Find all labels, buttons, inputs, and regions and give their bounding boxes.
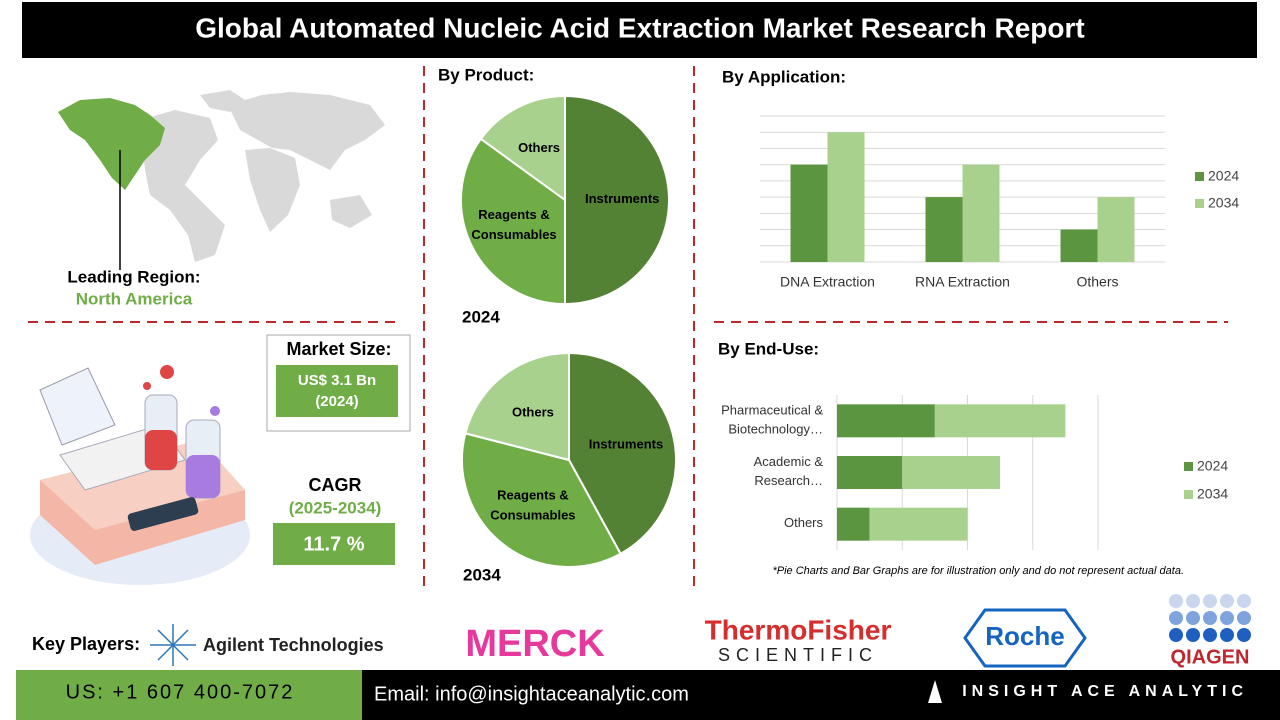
- brand-icon: [928, 680, 942, 703]
- legend-swatch: [1184, 462, 1193, 471]
- slice-label: Instruments: [589, 437, 663, 452]
- footer-phone-bar: [16, 670, 362, 720]
- footer-bar: [362, 670, 1280, 720]
- phone: US: +1 607 400-7072: [66, 681, 295, 703]
- roche-logo: [963, 608, 1087, 668]
- pie-slice: [464, 351, 570, 462]
- lab-illustration: [30, 365, 250, 585]
- cagr-period: (2025-2034): [289, 498, 382, 517]
- agilent-logo: [150, 624, 196, 666]
- company: Agilent Technologies: [203, 635, 384, 655]
- note: *Pie Charts and Bar Graphs are for illus…: [772, 565, 1184, 577]
- company: Roche: [985, 621, 1064, 651]
- company: ThermoFisher: [705, 614, 892, 645]
- y-tick-label: Academic & Research…: [754, 454, 824, 488]
- bar: [962, 164, 1000, 262]
- pie-slice: [460, 137, 566, 306]
- company: MERCK: [465, 623, 605, 665]
- logo-dot: [1186, 611, 1200, 625]
- x-tick-label: DNA Extraction: [780, 274, 875, 290]
- bar-segment: [869, 507, 968, 541]
- email: Email: info@insightaceanalytic.com: [374, 683, 689, 705]
- y-tick-label: Pharmaceutical & Biotechnology…: [721, 403, 823, 437]
- cagr-panel: [273, 523, 395, 565]
- pie-slice: [568, 351, 677, 556]
- logo-dot: [1237, 594, 1251, 608]
- logo-dot: [1237, 611, 1251, 625]
- slice-label: Reagents & Consumables: [490, 488, 575, 523]
- logo-dot: [1169, 628, 1183, 642]
- bar-segment: [837, 404, 935, 438]
- logo-dot: [1220, 611, 1234, 625]
- bar: [790, 164, 828, 262]
- logo-dot: [1169, 611, 1183, 625]
- brand: INSIGHT ACE ANALYTIC: [962, 683, 1248, 700]
- market-size-year: (2024): [315, 393, 358, 410]
- legend-label: 2034: [1208, 195, 1239, 211]
- cagr-label: CAGR: [309, 475, 362, 495]
- bar-segment: [837, 507, 870, 541]
- chart-title: By End-Use:: [718, 339, 819, 358]
- logo-dot: [1186, 628, 1200, 642]
- slice-label: Instruments: [585, 191, 659, 206]
- bar-segment: [902, 456, 1001, 489]
- y-tick-label: Others: [784, 516, 824, 531]
- legend-label: 2024: [1197, 458, 1228, 474]
- slice-label: Reagents & Consumables: [471, 207, 556, 242]
- market-size-panel: [276, 365, 398, 417]
- key-players-label: Key Players:: [32, 634, 140, 654]
- legend-swatch: [1184, 490, 1193, 499]
- logo-dot: [1203, 594, 1217, 608]
- region-value: North America: [76, 289, 193, 308]
- pie-slice: [461, 432, 622, 568]
- cagr-value: 11.7 %: [303, 533, 364, 555]
- logo-dot: [1220, 594, 1234, 608]
- x-tick-label: RNA Extraction: [915, 274, 1010, 290]
- chart-subtitle: 2024: [462, 307, 500, 326]
- market-size-label: Market Size:: [286, 339, 391, 359]
- bar-segment: [837, 456, 903, 489]
- logo-dot: [1220, 628, 1234, 642]
- slice-label: Others: [512, 405, 554, 420]
- logo-dot: [1186, 594, 1200, 608]
- region-label: Leading Region:: [67, 267, 200, 286]
- logo-dot: [1203, 611, 1217, 625]
- title: Global Automated Nucleic Acid Extraction…: [195, 12, 1084, 43]
- legend-swatch: [1195, 199, 1204, 208]
- chart-title: By Product:: [438, 65, 534, 84]
- pie-slice: [564, 94, 670, 306]
- company: QIAGEN: [1171, 646, 1250, 668]
- bar: [1060, 229, 1098, 262]
- chart-subtitle: 2034: [463, 565, 501, 584]
- legend-label: 2034: [1197, 486, 1228, 502]
- company: SCIENTIFIC: [718, 645, 878, 665]
- header-bar: [22, 2, 1257, 58]
- pie-slice: [479, 94, 566, 202]
- logo-dot: [1169, 594, 1183, 608]
- logo-dot: [1237, 628, 1251, 642]
- market-size-value: US$ 3.1 Bn: [298, 372, 376, 389]
- bar: [925, 197, 963, 262]
- bar: [1097, 197, 1135, 262]
- bar-segment: [934, 404, 1066, 438]
- logo-dot: [1203, 628, 1217, 642]
- slice-label: Others: [518, 140, 560, 155]
- bar: [827, 132, 865, 262]
- world-map: [58, 90, 385, 262]
- qiagen-logo: [1169, 594, 1251, 642]
- x-tick-label: Others: [1076, 274, 1118, 290]
- legend-swatch: [1195, 172, 1204, 181]
- chart-title: By Application:: [722, 67, 846, 86]
- legend-label: 2024: [1208, 168, 1239, 184]
